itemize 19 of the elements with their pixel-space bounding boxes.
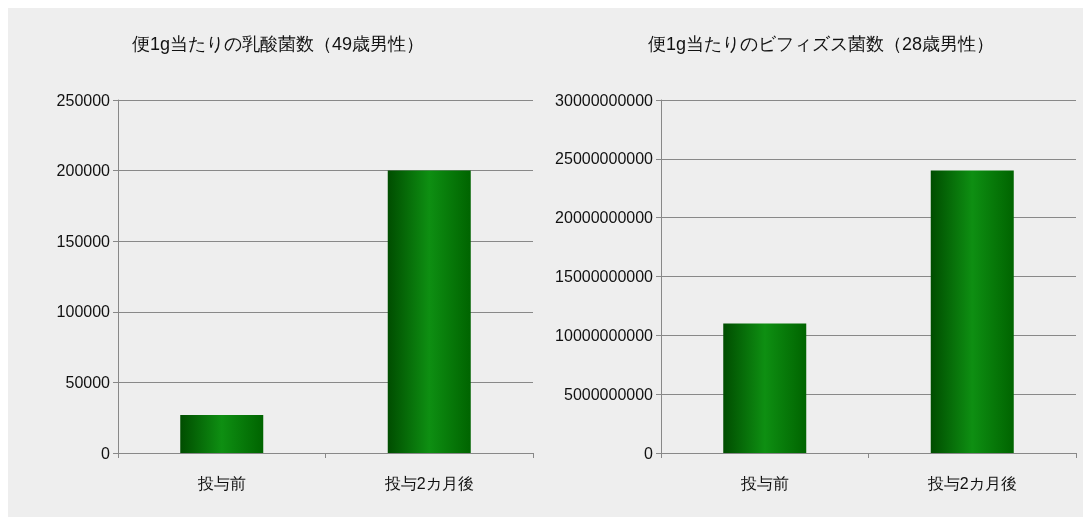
y-tick-label: 50000 xyxy=(65,373,111,391)
chart-title: 便1g当たりのビフィズス菌数（28歳男性） xyxy=(647,34,995,54)
x-tick-label: 投与前 xyxy=(739,474,789,492)
y-tick-label: 5000000000 xyxy=(564,385,654,403)
y-tick-label: 200000 xyxy=(56,162,111,180)
y-tick-label: 0 xyxy=(644,444,654,462)
y-tick-label: 25000000000 xyxy=(555,150,654,168)
x-tick-label: 投与前 xyxy=(196,474,246,492)
y-tick-label: 30000000000 xyxy=(555,91,654,109)
y-tick-label: 100000 xyxy=(56,303,111,321)
x-tick-label: 投与2カ月後 xyxy=(926,474,1017,492)
y-tick-label: 10000000000 xyxy=(555,326,654,344)
x-tick-label: 投与2カ月後 xyxy=(383,474,474,492)
y-tick-label: 20000000000 xyxy=(555,209,654,227)
y-tick-label: 0 xyxy=(101,444,111,462)
y-tick-label: 250000 xyxy=(56,91,111,109)
y-tick-label: 15000000000 xyxy=(555,268,654,285)
y-tick-label: 150000 xyxy=(56,232,111,250)
chart-title: 便1g当たりの乳酸菌数（49歳男性） xyxy=(131,34,425,54)
